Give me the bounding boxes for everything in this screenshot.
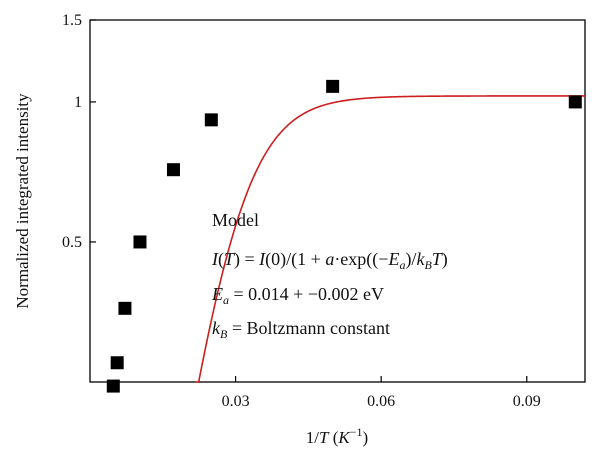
x-tick-label-1: 0.06 [367,393,395,410]
data-point-2 [118,301,132,315]
annotation-equation: I(T) = I(0)/(1 + a·exp((−Ea)/kBT) [211,249,448,272]
x-axis-title: 1/T (K−1) [306,425,368,447]
x-tick-label-2: 0.09 [513,393,541,410]
y-tick-label-2: 1.5 [62,12,82,29]
annotation-boltzmann: kB = Boltzmann constant [212,318,390,341]
x-tick-label-0: 0.03 [222,393,250,410]
data-markers [106,79,582,393]
x-axis-ticks: 0.03 0.06 0.09 [222,376,541,410]
y-axis-ticks: 0.5 1 1.5 [62,12,96,251]
data-point-7 [568,95,582,109]
data-point-0 [106,379,120,393]
data-point-6 [326,79,340,93]
annotation-title: Model [212,210,259,230]
fit-curve [195,95,585,383]
y-tick-label-1: 1 [74,94,82,111]
data-point-4 [166,163,180,177]
data-point-5 [204,113,218,127]
model-annotation: Model I(T) = I(0)/(1 + a·exp((−Ea)/kBT) … [211,210,448,341]
y-axis-title: Normalized integrated intensity [13,93,32,309]
y-tick-label-0: 0.5 [62,234,82,251]
data-point-1 [110,356,124,370]
data-point-3 [133,235,147,249]
annotation-activation-energy: Ea = 0.014 + −0.002 eV [211,284,384,307]
